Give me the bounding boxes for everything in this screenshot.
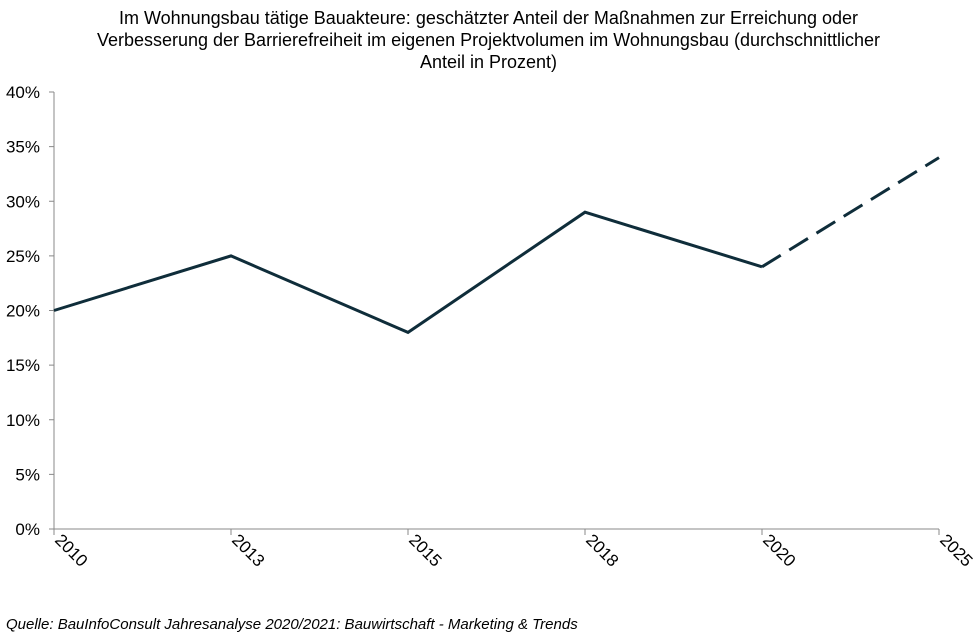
x-tick-label: 2025 <box>936 530 976 570</box>
y-axis-ticks: 0% 5% 10% 15% 20% 25% 30% 35% 40% <box>6 83 54 539</box>
series-lines <box>53 156 940 335</box>
y-tick-label: 5% <box>15 465 40 484</box>
chart-title-line-2: Verbesserung der Barrierefreiheit im eig… <box>96 30 881 50</box>
x-axis-ticks: 2010 2013 2015 2018 2020 2025 <box>51 529 976 571</box>
x-tick-label: 2020 <box>759 530 799 570</box>
source-note: Quelle: BauInfoConsult Jahresanalyse 202… <box>6 616 578 633</box>
chart-title-line-3: Anteil in Prozent) <box>419 52 558 72</box>
series-line-projection <box>761 156 940 269</box>
y-tick-label: 0% <box>15 520 40 539</box>
x-tick-label: 2013 <box>228 530 268 570</box>
x-tick-label: 2010 <box>51 530 91 570</box>
x-tick-label: 2015 <box>405 530 445 570</box>
series-line-solid <box>53 210 763 335</box>
x-tick-label: 2018 <box>582 530 622 570</box>
chart-title-line-1: Im Wohnungsbau tätige Bauakteure: geschä… <box>118 8 859 28</box>
y-tick-label: 10% <box>6 411 40 430</box>
y-tick-label: 30% <box>6 192 40 211</box>
chart-title: Im Wohnungsbau tätige Bauakteure: geschä… <box>0 7 977 73</box>
y-tick-label: 15% <box>6 356 40 375</box>
y-tick-label: 40% <box>6 83 40 102</box>
y-tick-label: 20% <box>6 302 40 321</box>
y-tick-label: 35% <box>6 138 40 157</box>
axes <box>53 92 939 530</box>
y-tick-label: 25% <box>6 247 40 266</box>
